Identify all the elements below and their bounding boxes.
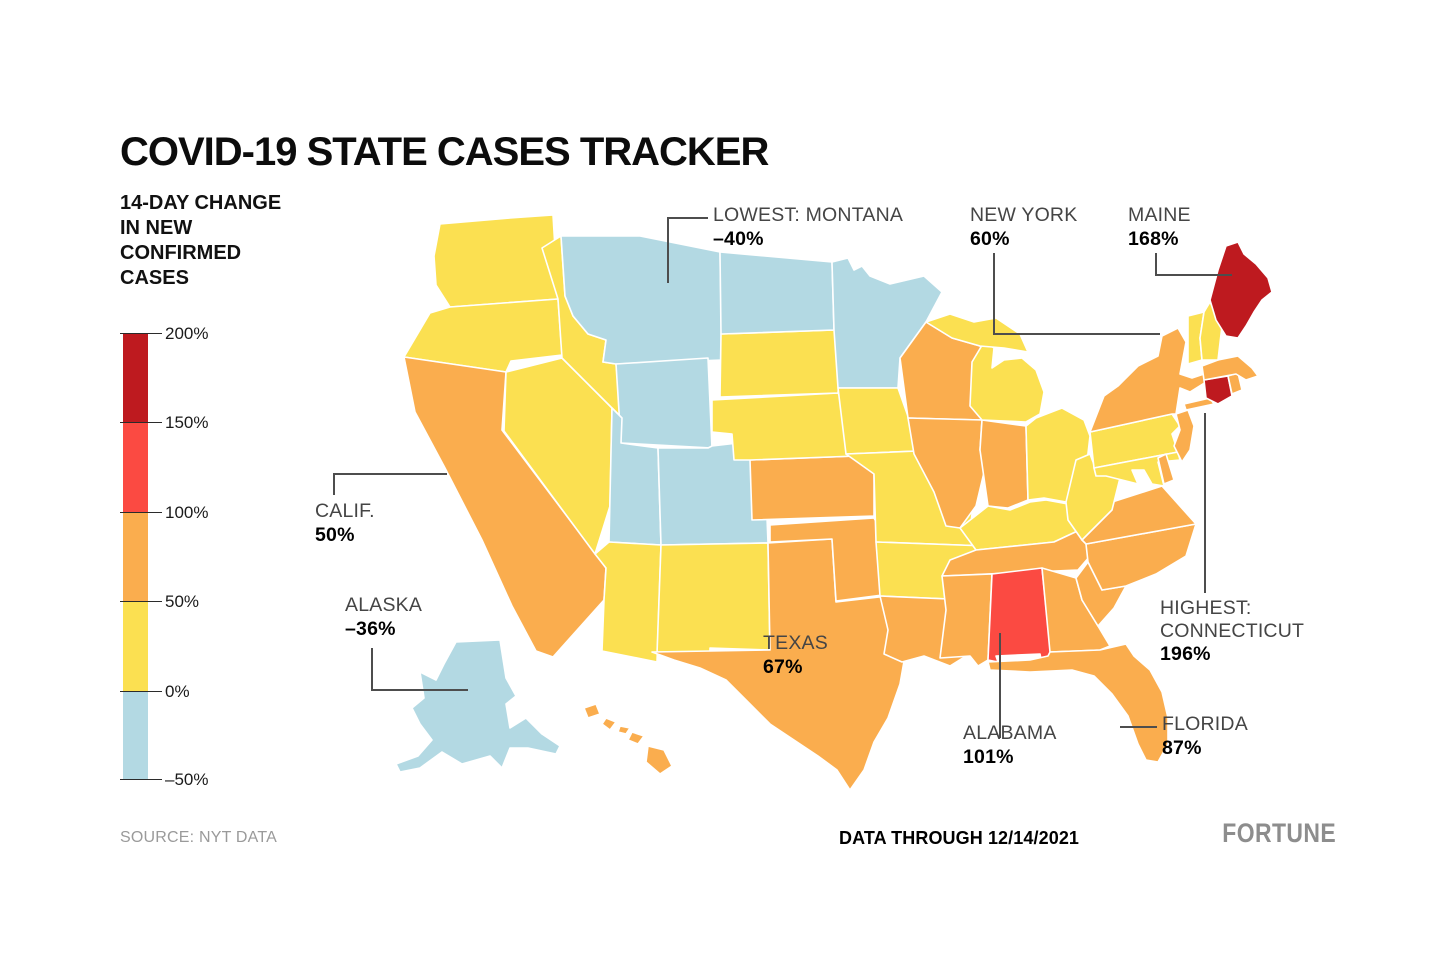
annotation-texas: TEXAS 67% — [763, 631, 828, 679]
annotation-value: 50% — [315, 524, 355, 546]
annotation-maine: MAINE 168% — [1128, 203, 1191, 251]
annotation-value: –40% — [713, 228, 764, 250]
state-mississippi[interactable] — [939, 573, 993, 667]
annotation-value: 67% — [763, 656, 803, 678]
legend-tick-label: 50% — [165, 592, 200, 612]
annotation-alabama: ALABAMA 101% — [963, 721, 1057, 769]
legend-color-bar — [123, 333, 148, 780]
state-maine[interactable] — [1209, 241, 1273, 339]
state-california[interactable] — [403, 356, 607, 658]
state-south-dakota[interactable] — [719, 329, 843, 398]
legend-title: 14-DAY CHANGE IN NEW CONFIRMED CASES — [120, 191, 281, 291]
legend-tick — [120, 422, 162, 424]
annotation-label: TEXAS — [763, 632, 828, 654]
annotation-new-york: NEW YORK 60% — [970, 203, 1077, 251]
state-massachusetts[interactable] — [1201, 355, 1259, 381]
legend-tick-label: 150% — [165, 413, 209, 433]
legend-tick — [120, 333, 162, 334]
leader-line-montana — [667, 217, 708, 283]
state-indiana[interactable] — [979, 419, 1029, 509]
annotation-label: CONNECTICUT — [1160, 620, 1305, 642]
state-washington[interactable] — [433, 214, 559, 308]
leader-line-connecticut — [1204, 413, 1208, 593]
legend-title-line: CASES — [120, 267, 189, 289]
state-connecticut[interactable] — [1203, 375, 1233, 405]
leader-line-maine — [1155, 253, 1232, 276]
legend-tick — [120, 601, 162, 603]
annotation-label: ALASKA — [345, 594, 423, 616]
state-new-jersey[interactable] — [1173, 409, 1195, 463]
data-through-note: DATA THROUGH 12/14/2021 — [839, 828, 1080, 848]
source-credit: SOURCE: NYT DATA — [120, 829, 277, 846]
annotation-highest-connecticut: HIGHEST: CONNECTICUT 196% — [1160, 597, 1304, 666]
annotation-value: 60% — [970, 228, 1010, 250]
annotation-value: 87% — [1162, 737, 1202, 759]
state-hawaii[interactable] — [583, 703, 673, 775]
annotation-value: 168% — [1128, 228, 1179, 250]
annotation-florida: FLORIDA 87% — [1162, 712, 1248, 760]
state-kansas[interactable] — [749, 455, 875, 521]
legend-segment-50-100 — [123, 511, 148, 602]
state-new-york[interactable] — [1089, 327, 1215, 433]
legend-tick-label: 0% — [165, 681, 190, 701]
annotation-value: 101% — [963, 746, 1014, 768]
state-north-dakota[interactable] — [719, 251, 835, 335]
annotation-label: FLORIDA — [1162, 713, 1248, 735]
leader-line-new-york — [993, 253, 1160, 335]
leader-line-florida — [1120, 726, 1157, 730]
annotation-label: CALIF. — [315, 500, 375, 522]
annotation-label: NEW YORK — [970, 204, 1078, 226]
legend-title-line: CONFIRMED — [120, 242, 242, 264]
state-arizona[interactable] — [594, 541, 662, 663]
annotation-lowest-montana: LOWEST: MONTANA –40% — [713, 203, 903, 251]
legend-tick-label: –50% — [165, 770, 209, 789]
state-alaska[interactable] — [395, 639, 561, 773]
leader-line-alaska — [371, 648, 468, 691]
legend-tick — [120, 690, 162, 692]
legend-tick — [120, 511, 162, 513]
fortune-logo: FORTUNE — [1222, 818, 1337, 848]
legend-segment-neg50-0 — [123, 690, 148, 780]
legend-title-line: 14-DAY CHANGE — [120, 192, 282, 214]
leader-line-california — [333, 473, 447, 495]
state-nebraska[interactable] — [711, 392, 857, 461]
annotation-label: LOWEST: MONTANA — [713, 204, 904, 226]
us-choropleth-map — [395, 214, 1273, 791]
state-north-carolina[interactable] — [1085, 523, 1197, 591]
state-florida[interactable] — [987, 643, 1169, 763]
annotation-label: ALABAMA — [963, 722, 1057, 744]
color-scale-legend: 200% 150% 100% 50% 0% –50% — [120, 324, 243, 789]
legend-tick — [120, 778, 162, 780]
legend-segment-0-50 — [123, 601, 148, 691]
state-michigan[interactable] — [925, 313, 1045, 423]
legend-tick-label: 100% — [165, 502, 209, 522]
annotation-alaska: ALASKA –36% — [345, 593, 422, 641]
annotation-label: HIGHEST: — [1160, 597, 1252, 619]
legend-segment-100-150 — [123, 422, 148, 512]
legend-title-line: IN NEW — [120, 217, 193, 239]
annotation-label: MAINE — [1128, 204, 1191, 226]
legend-segment-150-200 — [123, 333, 148, 423]
annotation-california: CALIF. 50% — [315, 499, 375, 547]
state-wyoming[interactable] — [615, 357, 713, 449]
annotation-value: –36% — [345, 618, 396, 640]
state-montana[interactable] — [560, 235, 723, 365]
state-new-mexico[interactable] — [656, 542, 771, 659]
page-title: COVID-19 STATE CASES TRACKER — [120, 130, 769, 174]
legend-tick-label: 200% — [165, 324, 209, 343]
annotation-value: 196% — [1160, 643, 1211, 665]
leader-line-alabama — [999, 633, 1003, 738]
state-delaware[interactable] — [1157, 453, 1175, 485]
